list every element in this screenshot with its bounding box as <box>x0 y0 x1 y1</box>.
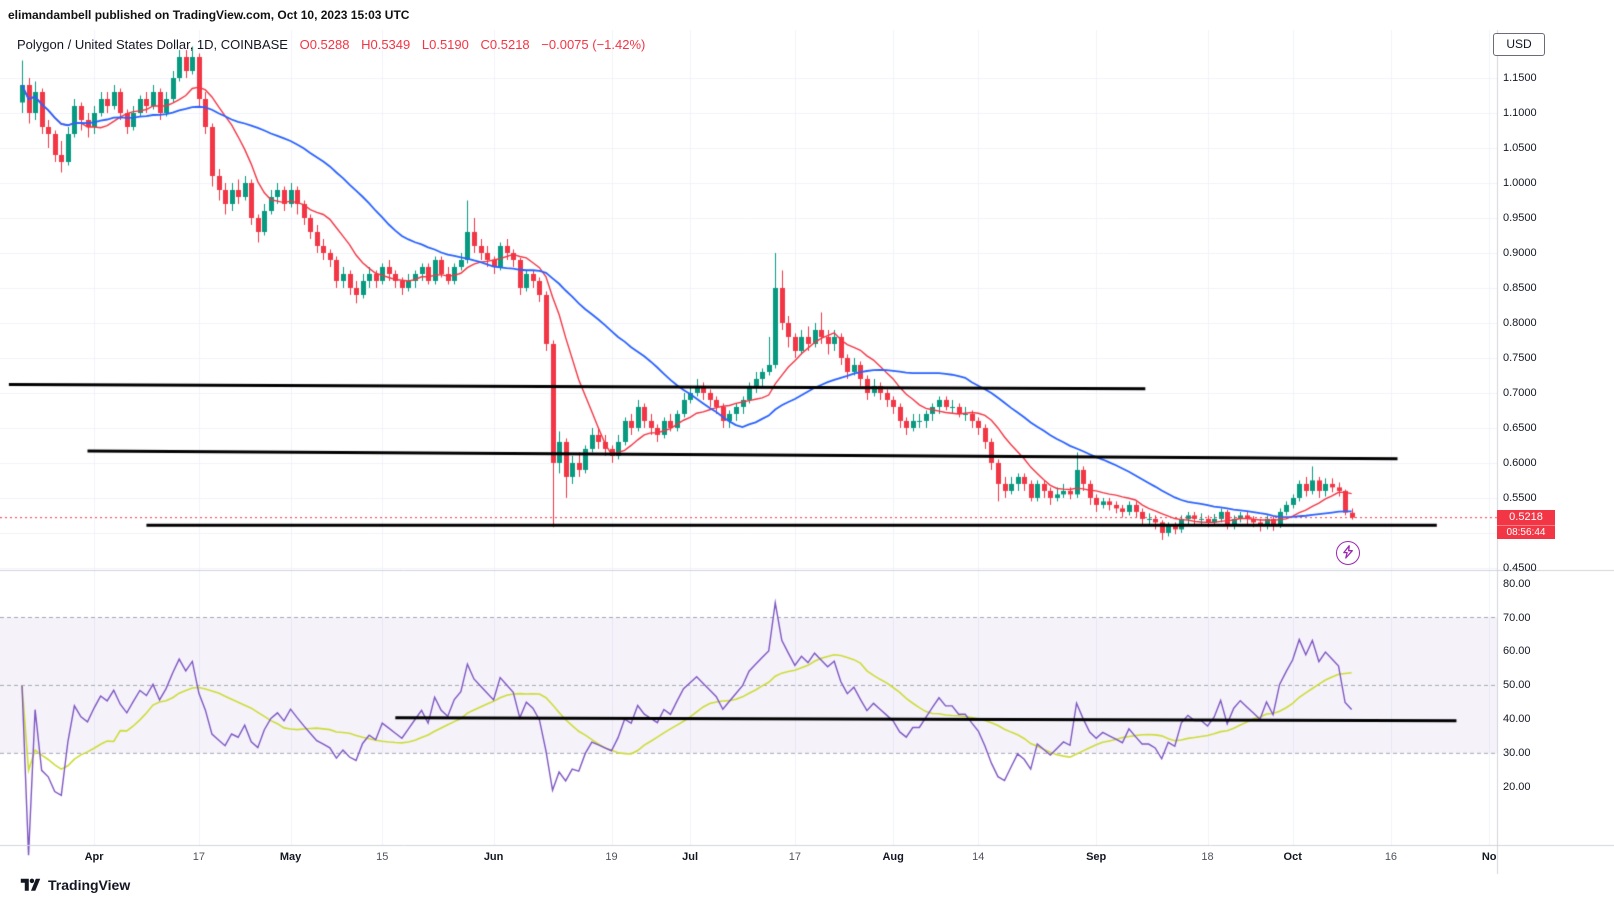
time-tick-label: 16 <box>1384 851 1398 863</box>
price-tick-label: 1.0000 <box>1503 176 1537 189</box>
rsi-tick-label: 30.00 <box>1503 747 1531 760</box>
current-price-value: 0.5218 <box>1509 510 1543 523</box>
bar-countdown: 08:56:44 <box>1497 524 1555 539</box>
ohlc-change: −0.0075 (−1.42%) <box>541 37 646 52</box>
price-tick-label: 0.6500 <box>1503 421 1537 434</box>
time-tick-label: 17 <box>788 851 802 863</box>
price-tick-label: 0.7000 <box>1503 386 1537 399</box>
price-tick-label: 1.1000 <box>1503 107 1537 119</box>
ohlc-high: H0.5349 <box>361 37 411 52</box>
current-price-label: 0.5218 08:56:44 <box>1497 509 1555 539</box>
price-tick-label: 0.5500 <box>1503 491 1537 504</box>
time-tick-label: 14 <box>972 851 985 863</box>
time-tick-label: Apr <box>84 851 104 863</box>
time-tick-label: Sep <box>1086 851 1107 863</box>
time-tick-label: Aug <box>882 851 904 863</box>
time-tick-label: 17 <box>192 851 205 863</box>
price-tick-label: 1.1500 <box>1503 72 1537 84</box>
time-tick-label: 15 <box>376 851 389 863</box>
rsi-tick-label: 50.00 <box>1503 679 1531 692</box>
currency-toggle-button[interactable]: USD <box>1493 33 1545 56</box>
price-tick-label: 0.7500 <box>1503 351 1537 364</box>
rsi-tick-label: 70.00 <box>1503 611 1531 624</box>
price-tick-label: 0.9000 <box>1503 246 1537 259</box>
time-tick-label: 19 <box>605 851 618 863</box>
symbol-title[interactable]: Polygon / United States Dollar, 1D, COIN… <box>17 37 288 52</box>
symbol-legend: Polygon / United States Dollar, 1D, COIN… <box>17 37 645 52</box>
lightning-icon <box>1342 544 1354 562</box>
time-tick-label: Oct <box>1283 851 1302 863</box>
watermark: elimandambell published on TradingView.c… <box>8 8 410 22</box>
ohlc-close: C0.5218 <box>480 37 530 52</box>
time-tick-label: No <box>1481 851 1497 863</box>
time-tick-label: Jun <box>483 851 504 863</box>
footer: TradingView <box>20 877 130 893</box>
rsi-tick-label: 20.00 <box>1503 781 1531 794</box>
boost-button[interactable] <box>1336 541 1360 565</box>
price-tick-label: 1.0500 <box>1503 141 1537 154</box>
tradingview-logo-text[interactable]: TradingView <box>48 877 131 893</box>
price-tick-label: 0.4500 <box>1503 561 1537 574</box>
time-tick-label: May <box>279 851 302 863</box>
rsi-tick-label: 40.00 <box>1503 713 1531 726</box>
price-tick-label: 0.9500 <box>1503 211 1537 224</box>
ohlc-open: O0.5288 <box>299 37 350 52</box>
rsi-tick-label: 60.00 <box>1503 645 1531 658</box>
time-tick-label: Jul <box>682 851 699 863</box>
rsi-tick-label: 80.00 <box>1503 577 1531 590</box>
price-tick-label: 0.8500 <box>1503 281 1537 294</box>
ohlc-low: L0.5190 <box>421 37 469 52</box>
tradingview-logo-icon[interactable] <box>20 877 41 893</box>
time-scale[interactable]: Apr 17 May 15 Jun 19 Jul 17 Aug 14 Sep 18 Oct 16 No <box>0 845 1497 875</box>
time-tick-label: 18 <box>1201 851 1214 863</box>
price-tick-label: 0.6000 <box>1503 456 1537 469</box>
price-tick-label: 0.8000 <box>1503 316 1537 329</box>
